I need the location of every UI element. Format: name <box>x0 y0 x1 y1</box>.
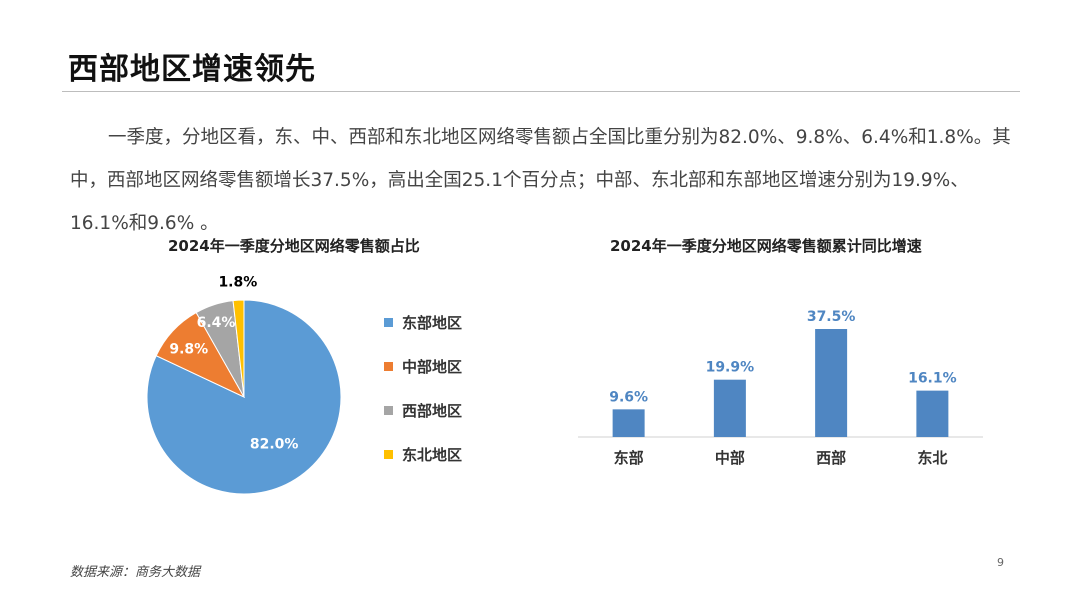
title-divider <box>62 91 1020 92</box>
x-tick-label: 东部 <box>614 449 644 467</box>
data-source: 数据来源：商务大数据 <box>70 565 201 580</box>
pie-data-label: 6.4% <box>197 315 236 331</box>
legend-item: 中部地区 <box>384 344 462 388</box>
legend-label: 东北地区 <box>402 445 463 464</box>
page-number: 9 <box>997 556 1004 569</box>
bar-data-label: 16.1% <box>908 371 957 387</box>
summary-text: 一季度，分地区看，东、中、西部和东北地区网络零售额占全国比重分别为82.0%、9… <box>70 127 1011 234</box>
bar-chart: 9.6% 东部 19.9% 中部 37.5% 西部 16.1% 东北 <box>578 309 983 467</box>
bar-3 <box>815 329 848 437</box>
bar-data-label: 37.5% <box>807 309 856 325</box>
bar-chart-title: 2024年一季度分地区网络零售额累计同比增速 <box>610 237 922 255</box>
legend-swatch <box>384 361 393 371</box>
pie-slice-4 <box>232 299 245 398</box>
bar-1 <box>612 409 645 437</box>
legend-item: 西部地区 <box>384 388 462 432</box>
bar-4 <box>916 390 949 437</box>
legend-label: 东部地区 <box>402 313 463 332</box>
x-tick-label: 东北 <box>917 449 947 467</box>
pie-chart-title: 2024年一季度分地区网络零售额占比 <box>168 237 420 255</box>
bar-2 <box>713 379 746 437</box>
legend-label: 西部地区 <box>402 401 463 420</box>
legend-label: 中部地区 <box>402 357 463 376</box>
bar-data-label: 19.9% <box>706 360 755 376</box>
legend-swatch <box>384 405 393 415</box>
pie-data-label: 82.0% <box>250 437 299 453</box>
slide-title: 西部地区增速领先 <box>68 52 316 87</box>
pie-data-label: 9.8% <box>169 342 208 358</box>
pie-data-label: 1.8% <box>218 275 257 291</box>
summary-paragraph: 一季度，分地区看，东、中、西部和东北地区网络零售额占全国比重分别为82.0%、9… <box>70 116 1025 245</box>
legend-swatch <box>384 449 393 459</box>
pie-legend: 东部地区中部地区西部地区东北地区 <box>384 300 462 476</box>
pie-chart: 82.0% 9.8% 6.4% 1.8% <box>146 275 342 495</box>
x-tick-label: 中部 <box>715 449 745 467</box>
legend-item: 东北地区 <box>384 432 462 476</box>
legend-item: 东部地区 <box>384 300 462 344</box>
x-tick-label: 西部 <box>816 449 846 467</box>
bar-data-label: 9.6% <box>609 389 648 405</box>
legend-swatch <box>384 317 393 327</box>
